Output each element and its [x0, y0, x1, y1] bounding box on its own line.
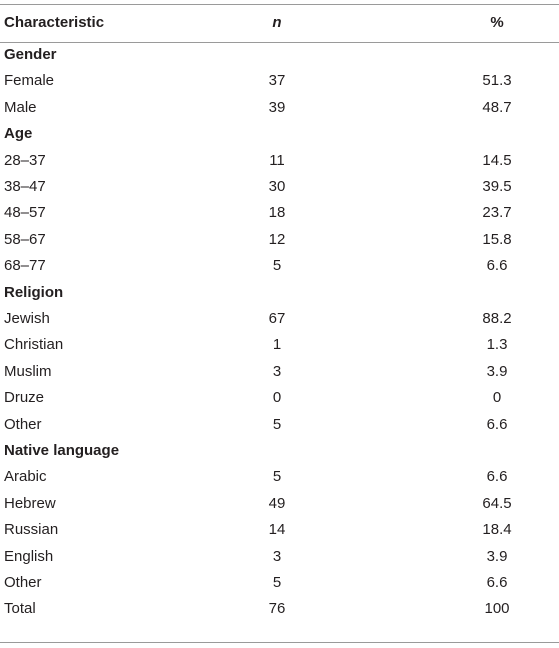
table-cell: 5 — [272, 574, 282, 591]
table-cell: 64.5 — [482, 494, 512, 512]
table-cell: English — [4, 547, 54, 565]
table-cell: Total — [4, 600, 36, 618]
table-cell: 51.3 — [482, 72, 512, 90]
table-cell: 39.5 — [482, 178, 512, 195]
table-cell: Muslim — [4, 362, 52, 380]
section-label: Native language — [4, 442, 120, 459]
table-cell: 18 — [268, 204, 286, 222]
table-cell: 0 — [492, 389, 502, 407]
table-cell: 12 — [268, 230, 286, 248]
table-cell: 3.9 — [486, 547, 508, 565]
table-cell: 18.4 — [482, 521, 512, 539]
table-cell: Female — [4, 72, 55, 90]
table-cell: 11 — [269, 151, 285, 169]
table-cell: 3.9 — [486, 362, 508, 380]
table-cell: 100 — [484, 600, 510, 618]
table-cell: 37 — [268, 72, 286, 90]
table-cell: 49 — [268, 494, 286, 512]
table-cell: 14 — [268, 521, 286, 539]
table-cell: 28–37 — [4, 151, 46, 169]
table-cell: 6.6 — [486, 468, 508, 486]
table-cell: Arabic — [4, 468, 47, 486]
table-cell: 5 — [272, 468, 282, 486]
table-cell: 38–47 — [4, 178, 46, 195]
rule — [0, 4, 559, 5]
table-cell: 6.6 — [486, 257, 508, 275]
table-cell: 3 — [272, 362, 282, 380]
table-cell: 1.3 — [486, 336, 508, 354]
table-cell: Other — [4, 574, 42, 591]
table-cell: 14.5 — [482, 151, 512, 169]
table-cell: Other — [4, 415, 42, 433]
table-cell: Male — [4, 98, 37, 116]
table-cell: 1 — [272, 336, 282, 354]
rule — [0, 642, 559, 643]
table-cell: 30 — [268, 178, 286, 195]
section-label: Religion — [4, 283, 64, 301]
rule — [0, 42, 559, 43]
table-cell: 48.7 — [482, 98, 512, 116]
header-cell: Characteristic — [4, 14, 105, 31]
section-label: Age — [4, 125, 33, 143]
table-cell: Hebrew — [4, 494, 56, 512]
header-cell: % — [490, 14, 504, 31]
table-cell: 58–67 — [4, 230, 46, 248]
table-cell: 6.6 — [486, 415, 508, 433]
table-cell: 3 — [272, 547, 282, 565]
table-cell: 15.8 — [482, 230, 512, 248]
table-cell: 48–57 — [4, 204, 46, 222]
table-cell: 6.6 — [486, 574, 508, 591]
table-cell: 76 — [268, 600, 286, 618]
table-cell: Druze — [4, 389, 45, 407]
table-cell: 39 — [268, 98, 286, 116]
header-cell: n — [272, 14, 282, 31]
table-cell: 68–77 — [4, 257, 46, 275]
table-cell: Jewish — [4, 310, 50, 327]
table-cell: 5 — [272, 415, 282, 433]
table-cell: 67 — [268, 310, 286, 327]
table-cell: 23.7 — [482, 204, 512, 222]
table-cell: Russian — [4, 521, 59, 539]
table-cell: 5 — [272, 257, 282, 275]
section-label: Gender — [4, 46, 57, 63]
table-cell: Christian — [4, 336, 64, 354]
table-cell: 88.2 — [482, 310, 512, 327]
table-cell: 0 — [272, 389, 282, 407]
